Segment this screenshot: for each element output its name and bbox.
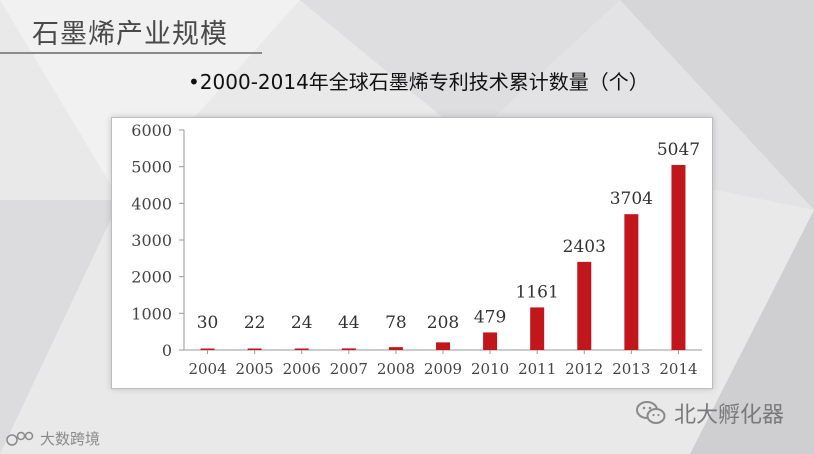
y-tick-label: 3000 xyxy=(131,231,172,250)
bar xyxy=(577,261,592,350)
bar xyxy=(200,348,215,350)
watermark-left-text: 大数跨境 xyxy=(40,430,101,448)
bar-value-label: 208 xyxy=(427,313,459,333)
chart-subtitle: •2000-2014年全球石墨烯专利技术累计数量（个） xyxy=(188,70,649,94)
bar xyxy=(388,347,403,350)
y-tick-label: 2000 xyxy=(131,268,172,287)
watermark-right-text: 北大孵化器 xyxy=(673,403,784,428)
y-tick-label: 0 xyxy=(162,341,172,360)
bar-value-label: 24 xyxy=(291,313,313,333)
x-tick-label: 2011 xyxy=(518,360,556,378)
y-tick-label: 1000 xyxy=(131,304,172,323)
x-tick-label: 2004 xyxy=(188,360,226,378)
bar-value-label: 3704 xyxy=(610,189,653,209)
watermark-right: 北大孵化器 xyxy=(635,397,784,429)
y-tick-label: 5000 xyxy=(131,158,172,177)
y-tick-label: 4000 xyxy=(131,194,172,213)
title-underline xyxy=(0,52,262,54)
bar-value-label: 30 xyxy=(197,313,219,333)
x-tick-label: 2008 xyxy=(377,360,415,378)
bar-value-label: 78 xyxy=(385,313,407,333)
bar xyxy=(294,348,309,350)
bar xyxy=(341,348,356,350)
bar xyxy=(624,214,639,350)
bar xyxy=(436,342,450,350)
x-tick-label: 2009 xyxy=(424,360,462,378)
x-tick-label: 2014 xyxy=(659,360,697,378)
x-tick-label: 2010 xyxy=(471,360,509,378)
bar-value-label: 22 xyxy=(244,313,266,333)
bar xyxy=(530,307,545,350)
x-tick-label: 2013 xyxy=(612,360,650,378)
wechat-icon xyxy=(635,401,666,424)
watermark-left: 大数跨境 xyxy=(6,428,100,449)
y-tick-label: 6000 xyxy=(131,121,172,140)
x-tick-label: 2006 xyxy=(283,360,321,378)
x-tick-label: 2012 xyxy=(565,360,603,378)
bar-value-label: 479 xyxy=(474,307,506,327)
bar-value-label: 2403 xyxy=(563,237,606,257)
x-tick-label: 2007 xyxy=(330,360,368,378)
bar xyxy=(483,332,498,350)
x-tick-label: 2005 xyxy=(236,360,274,378)
bar-value-label: 44 xyxy=(338,313,360,333)
bar xyxy=(247,348,262,350)
watermark-logo-icon xyxy=(6,431,34,446)
chart-panel: 0 1000 2000 3000 4000 5000 6000 30 2004 22 2005 24 2… xyxy=(111,117,713,389)
bar-value-label: 5047 xyxy=(657,140,700,160)
bar-value-label: 1161 xyxy=(516,282,559,302)
bar xyxy=(671,164,686,350)
bar-chart: 0 1000 2000 3000 4000 5000 6000 30 2004 22 2005 24 2… xyxy=(131,121,702,378)
page-title: 石墨烯产业规模 xyxy=(32,19,228,50)
